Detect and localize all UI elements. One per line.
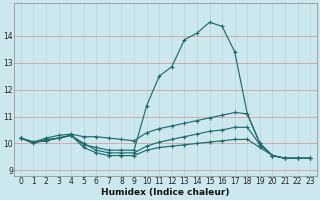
X-axis label: Humidex (Indice chaleur): Humidex (Indice chaleur): [101, 188, 230, 197]
